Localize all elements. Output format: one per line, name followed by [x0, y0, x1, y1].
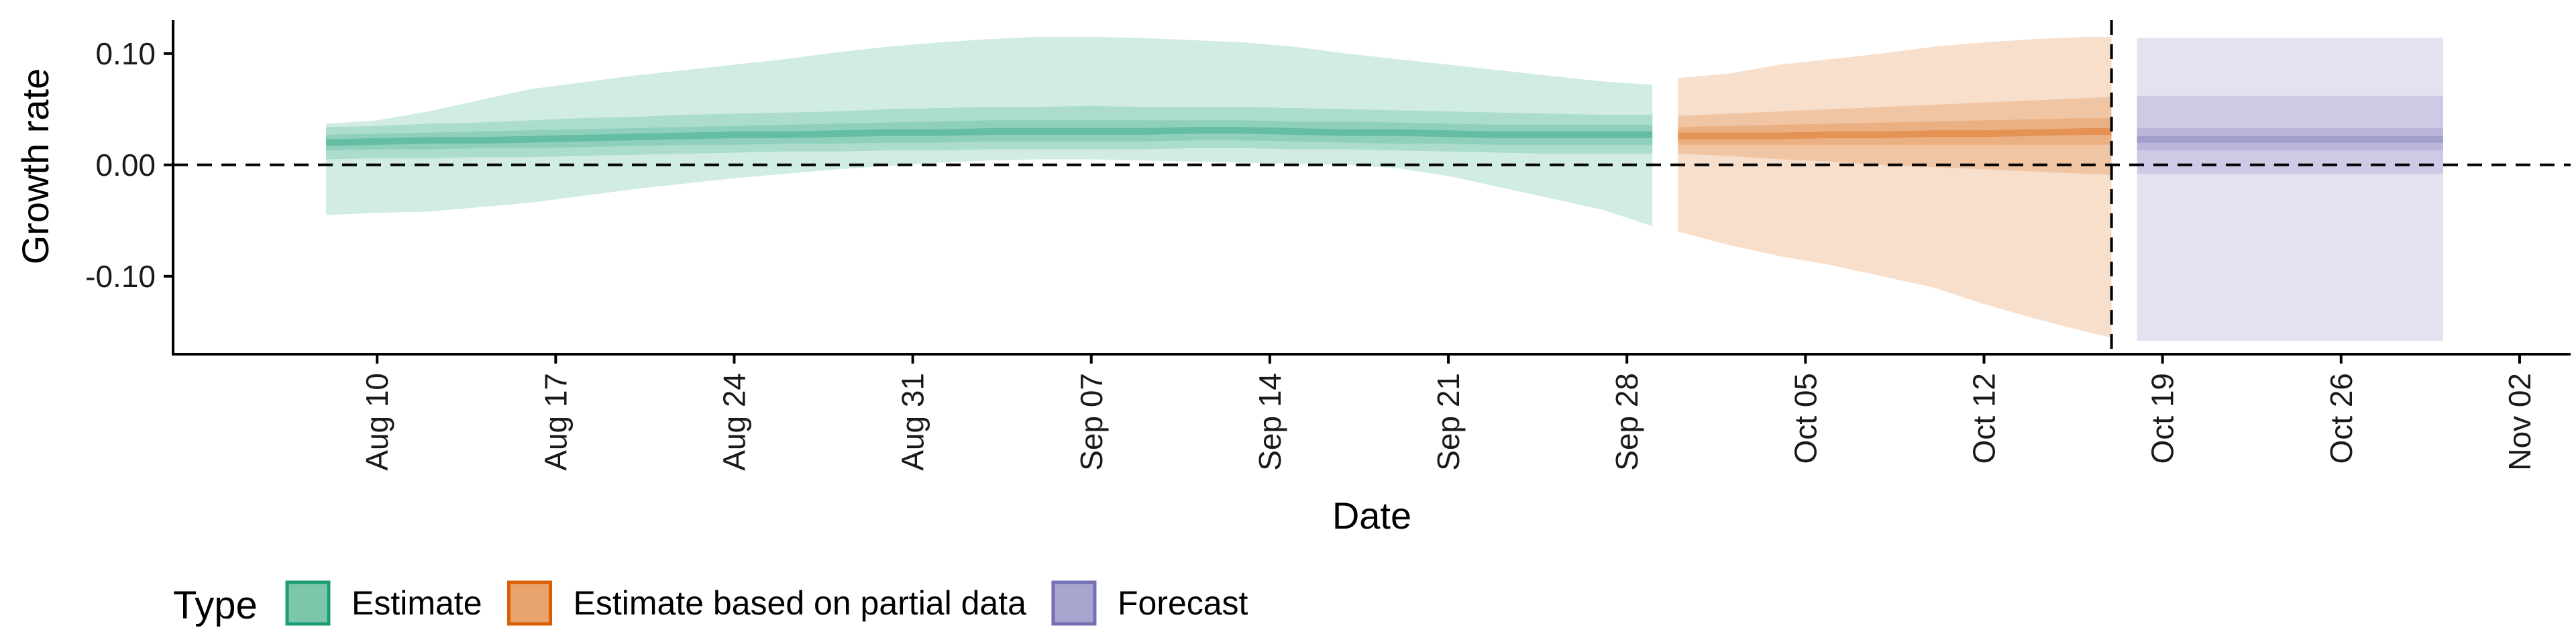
x-tick-label: Oct 12 [1967, 373, 2002, 464]
x-tick-label: Nov 02 [2502, 373, 2537, 471]
median-line [1678, 128, 2112, 140]
legend-label: Estimate based on partial data [574, 584, 1027, 622]
y-tick-label: 0.00 [95, 148, 156, 182]
reference-lines [173, 20, 2571, 354]
legend-item: Forecast [1051, 580, 1248, 626]
y-tick-label: -0.10 [85, 259, 156, 294]
x-tick-label: Aug 17 [538, 373, 573, 471]
band-50 [2137, 95, 2443, 174]
legend-label: Estimate [352, 584, 482, 622]
x-tick-label: Sep 07 [1074, 373, 1109, 471]
y-axis-title: Growth rate [14, 68, 56, 265]
x-tick-label: Oct 19 [2145, 373, 2180, 464]
legend-label: Forecast [1118, 584, 1248, 622]
x-axis-title: Date [1332, 494, 1411, 537]
series-1 [325, 36, 1653, 227]
legend: Type Estimate Estimate based on partial d… [173, 580, 1248, 627]
plot-area [325, 36, 2443, 341]
x-tick-label: Aug 10 [360, 373, 394, 471]
band-20 [326, 120, 1653, 151]
y-tick-label: 0.10 [95, 36, 156, 71]
x-tick-label: Oct 26 [2324, 373, 2359, 464]
series-3 [2137, 38, 2443, 341]
axes: 0.10 0.00 -0.10 Aug 10 Aug 17 Aug 24 Aug 31 Sep… [85, 20, 2571, 471]
x-tick-label: Aug 31 [896, 373, 930, 471]
legend-swatch [285, 580, 331, 626]
band-90 [2137, 38, 2443, 341]
band-90 [1678, 36, 2112, 338]
legend-item: Estimate based on partial data [507, 580, 1027, 626]
band-20 [1678, 118, 2112, 145]
x-tick-label: Oct 05 [1788, 373, 1823, 464]
band-20 [2137, 128, 2443, 151]
x-tick-label: Sep 28 [1609, 373, 1644, 471]
legend-swatch [507, 580, 553, 626]
median-line [325, 127, 1653, 146]
x-tick-label: Sep 14 [1252, 373, 1287, 471]
legend-title: Type [173, 584, 258, 627]
band-90 [326, 36, 1653, 227]
band-50 [1678, 97, 2112, 175]
series-2 [1678, 36, 2112, 338]
legend-swatch [1051, 580, 1097, 626]
x-tick-label: Sep 21 [1431, 373, 1466, 471]
x-tick-label: Aug 24 [717, 373, 752, 471]
band-50 [326, 105, 1653, 160]
legend-item: Estimate [285, 580, 482, 626]
